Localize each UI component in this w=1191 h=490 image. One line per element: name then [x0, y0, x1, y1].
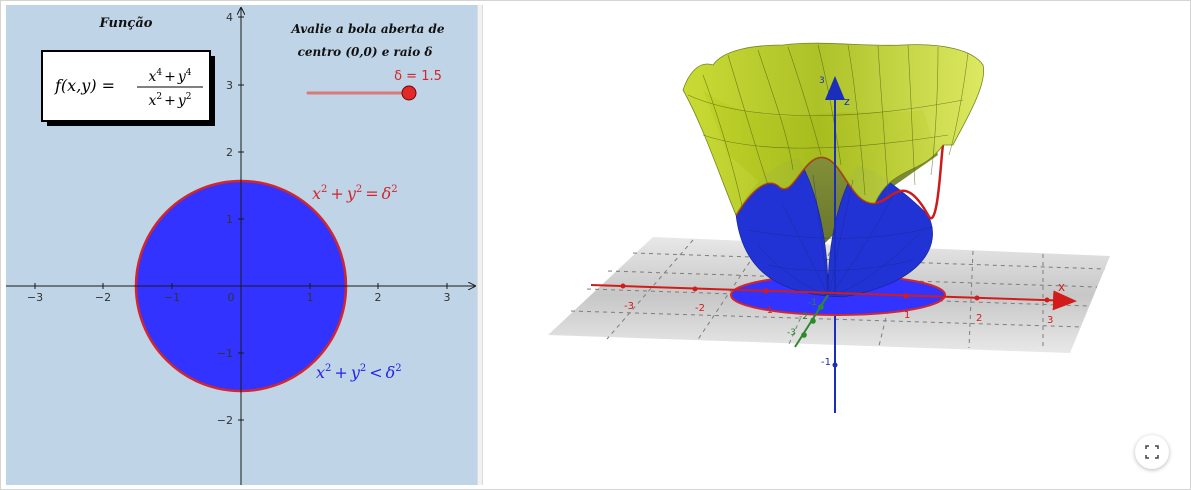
y-tick-label: 4: [226, 11, 233, 24]
prompt-line-1: Avalie a bola aberta de: [290, 22, 444, 36]
x-tick-label: 3: [444, 291, 451, 304]
formula-lhs: f(x,y) =: [54, 76, 115, 95]
x-tick-label-3d: 2: [976, 313, 982, 324]
graph-3d[interactable]: -1: [483, 5, 1185, 485]
z-axis-label: z: [844, 95, 850, 108]
y-tick-label: 2: [226, 146, 233, 159]
z-tick-dot: [832, 362, 838, 368]
graph-2d[interactable]: −3 −2 −1 0 1 2 3 4 3 2 1 −1 −2 Função: [6, 5, 477, 485]
surface-outer: [682, 42, 985, 216]
x-tick-label: 1: [307, 291, 314, 304]
y-tick-label-3d: -1: [808, 298, 817, 308]
x-tick-label: −1: [164, 291, 180, 304]
y-tick-label: 1: [226, 213, 233, 226]
graphics-view-2d[interactable]: −3 −2 −1 0 1 2 3 4 3 2 1 −1 −2 Função: [6, 5, 477, 485]
y-tick-label: −1: [217, 347, 233, 360]
x-tick-label: −3: [27, 291, 43, 304]
prompt-line-2: centro (0,0) e raio δ: [298, 45, 433, 59]
formula-box: f(x,y) = x4 + y4 x2 + y2: [41, 50, 215, 126]
x-tick-label: −2: [95, 291, 111, 304]
y-ticks-3d: -1 -2 -3: [787, 298, 824, 338]
y-tick-label: 3: [226, 79, 233, 92]
formula-denominator: x2 + y2: [148, 92, 191, 109]
formula-numerator: x4 + y4: [148, 68, 191, 85]
x-tick-label-3d: 3: [1047, 315, 1053, 326]
z-tick-label: 3: [819, 76, 825, 86]
x-axis-label-3d: x: [1058, 280, 1065, 294]
x-tick-label-3d: -2: [695, 303, 705, 314]
delta-slider-handle[interactable]: [401, 85, 417, 101]
y-tick-label: −2: [217, 414, 233, 427]
circle-equation-label: x2 + y2 = δ2: [312, 184, 398, 203]
fullscreen-button[interactable]: [1135, 435, 1169, 469]
x-ticks-3d: -3 -2 -1 1 2 3: [620, 283, 1053, 326]
slider-label: δ = 1.5: [394, 69, 442, 84]
graphics-view-3d[interactable]: -1: [483, 5, 1185, 485]
function-title: Função: [99, 16, 153, 31]
x-tick-label: 0: [228, 291, 235, 304]
disk-inequality-label: x2 + y2 < δ2: [316, 363, 402, 382]
x-tick-label-3d: -1: [763, 305, 773, 316]
y-tick-label-3d: -2: [799, 312, 808, 322]
y-tick-label-3d: -3: [787, 328, 796, 338]
x-tick-label: 2: [375, 291, 382, 304]
surface-mesh: [687, 44, 969, 211]
x-tick-label-3d: -3: [624, 301, 634, 312]
x-axis-3d: [590, 284, 1077, 311]
z-tick-label: -1: [821, 357, 831, 368]
fullscreen-icon: [1145, 445, 1159, 459]
view-divider[interactable]: [477, 5, 483, 485]
x-tick-label-3d: 1: [904, 310, 910, 321]
